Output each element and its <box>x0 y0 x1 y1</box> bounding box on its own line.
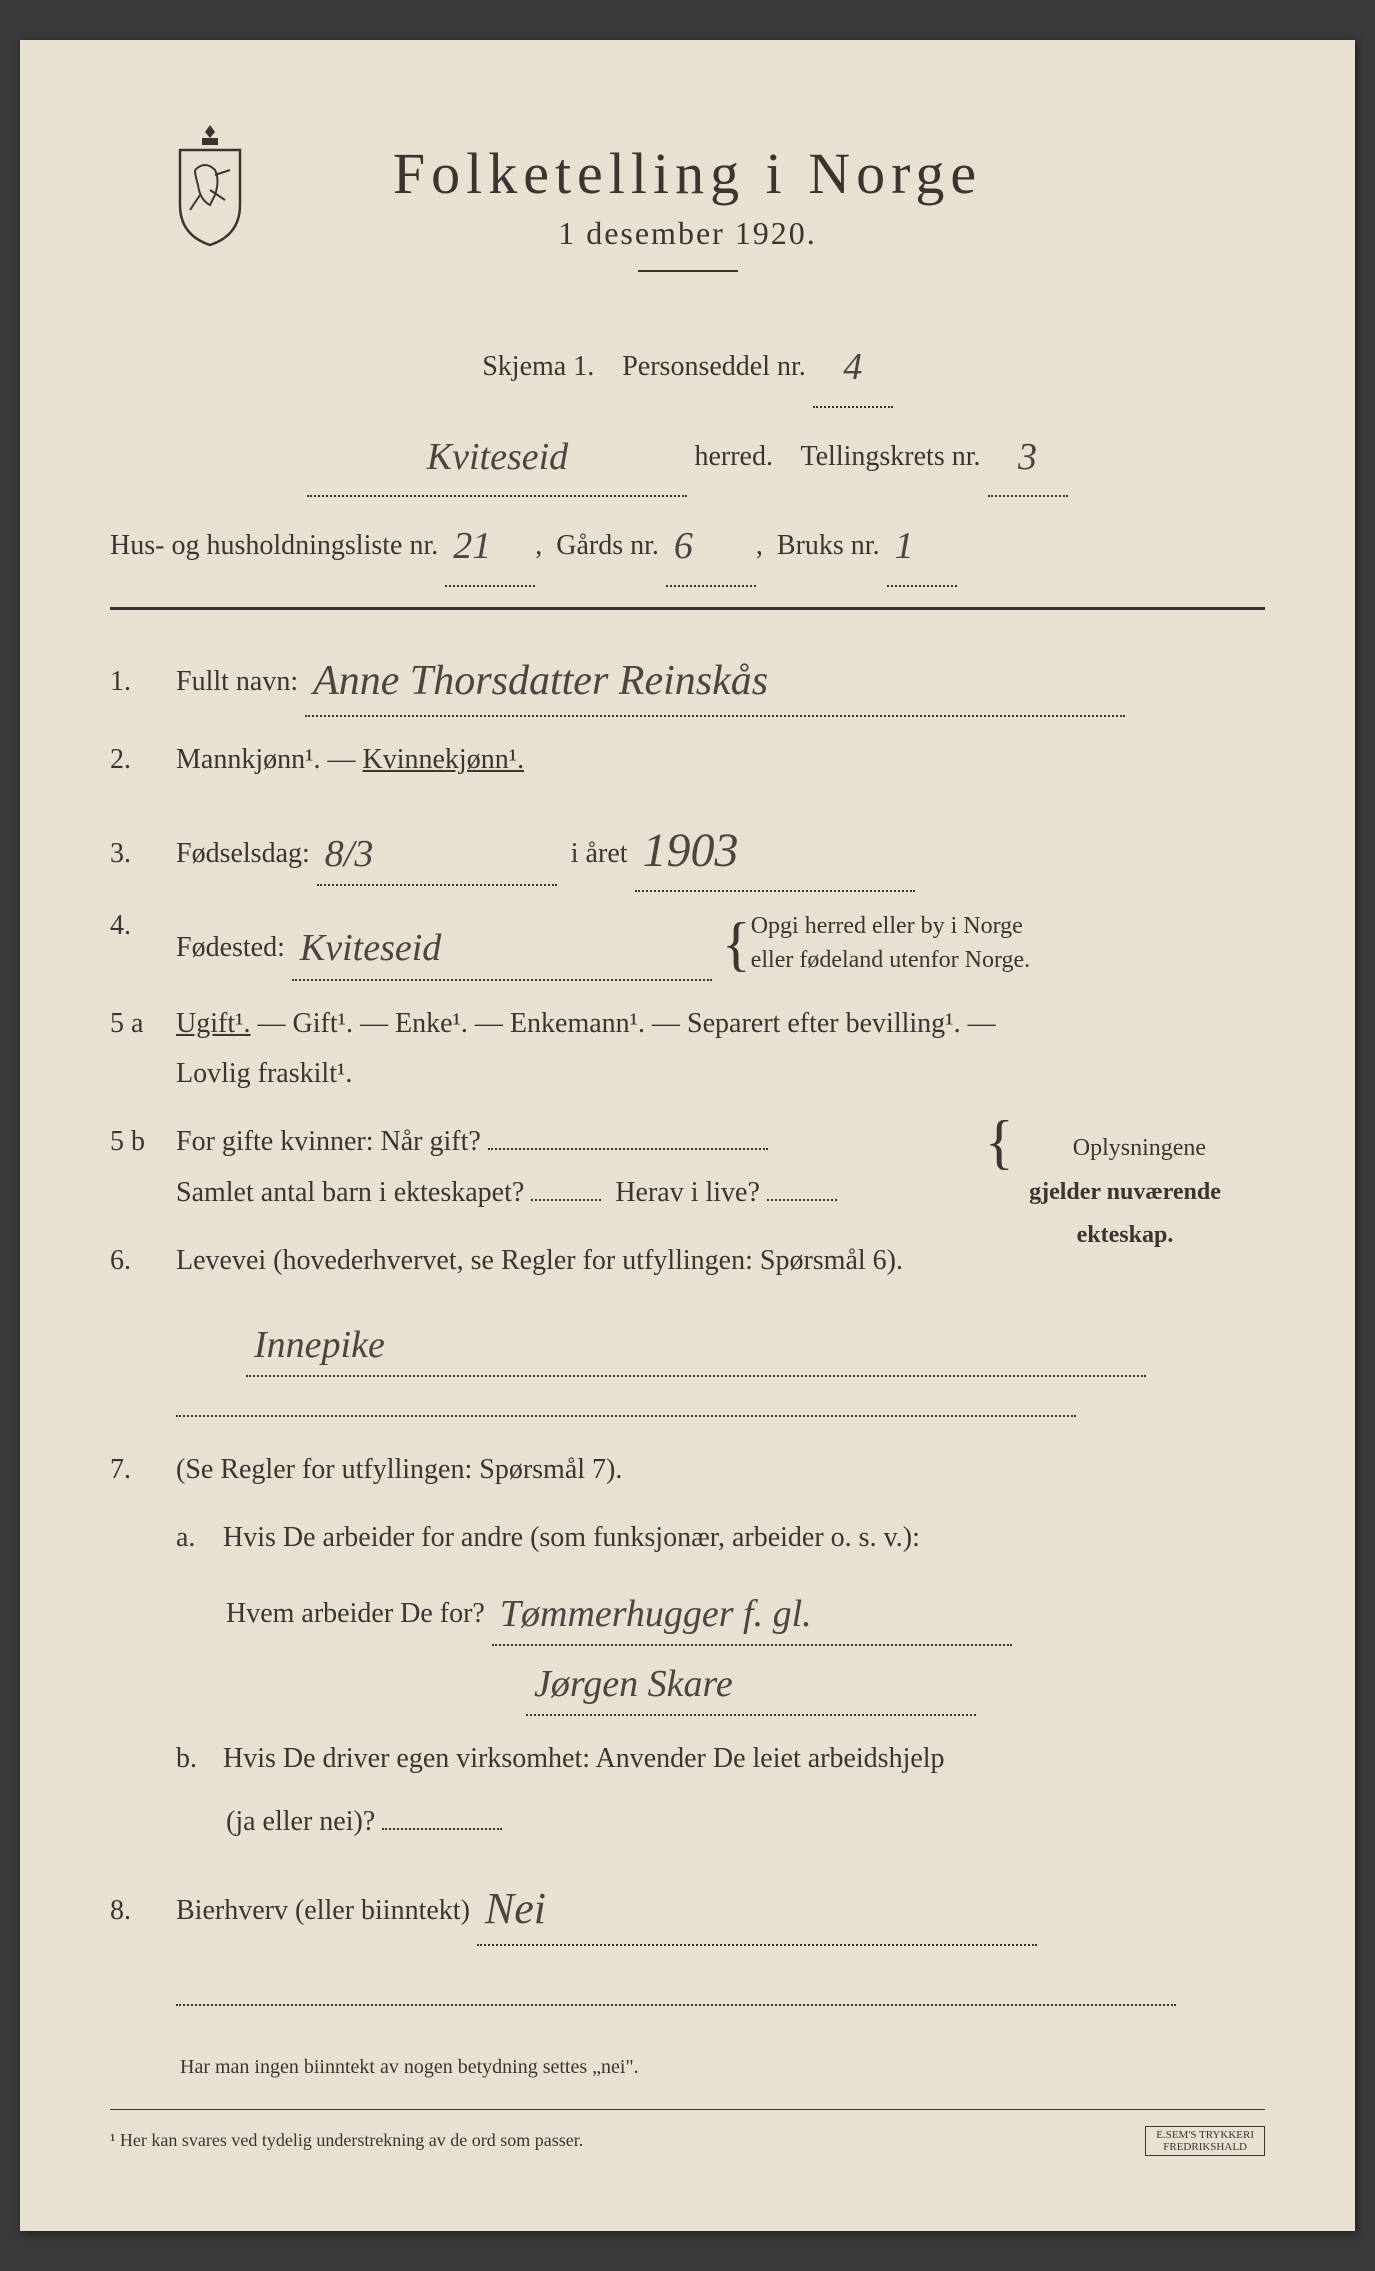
q8-row: 8. Bierhverv (eller biinntekt) Nei <box>110 1865 1265 2016</box>
q5b-note-l1: Oplysningene <box>985 1127 1265 1170</box>
q5b-text: For gifte kvinner: Når gift? <box>176 1126 481 1157</box>
q5a-text2: Lovlig fraskilt¹. <box>176 1049 1265 1099</box>
q5a-ugift: Ugift¹. <box>176 1008 251 1039</box>
herred-value: Kviteseid <box>427 436 568 478</box>
q1-num: 1. <box>110 666 160 698</box>
q4-note: Opgi herred eller by i Norge eller fødel… <box>751 910 1030 977</box>
q5b-note-l2: gjelder nuværende <box>985 1171 1265 1214</box>
q5b-note-l3: ekteskap. <box>985 1214 1265 1257</box>
skjema-label: Skjema 1. <box>482 351 594 382</box>
q5a-text: — Gift¹. — Enke¹. — Enkemann¹. — Separer… <box>258 1008 996 1039</box>
q4-note-l1: Opgi herred eller by i Norge <box>751 910 1030 944</box>
q4-value: Kviteseid <box>300 927 441 969</box>
schema-line-3: Hus- og husholdningsliste nr. 21, Gårds … <box>110 501 1265 587</box>
footer-divider <box>110 2109 1265 2110</box>
q5b-text3: Herav i live? <box>615 1177 760 1208</box>
q6-value: Innepike <box>254 1324 385 1366</box>
bruks-nr: 1 <box>895 525 914 567</box>
q4-label: Fødested: <box>176 932 285 963</box>
section-divider <box>110 607 1265 610</box>
q7-row: 7. (Se Regler for utfyllingen: Spørsmål … <box>110 1445 1265 1847</box>
q5b-num: 5 b <box>110 1126 160 1158</box>
q3-year-label: i året <box>571 838 628 869</box>
q3-day: 8/3 <box>325 833 374 875</box>
q6-row: 6. Levevei (hovederhvervet, se Regler fo… <box>110 1236 1265 1427</box>
q8-num: 8. <box>110 1895 160 1927</box>
q7-label: (Se Regler for utfyllingen: Spørsmål 7). <box>176 1454 622 1485</box>
q1-row: 1. Fullt navn: Anne Thorsdatter Reinskås <box>110 640 1265 718</box>
herred-label: herred. <box>694 441 773 472</box>
page-title: Folketelling i Norge <box>110 140 1265 207</box>
q8-label: Bierhverv (eller biinntekt) <box>176 1895 470 1926</box>
q4-num: 4. <box>110 910 160 942</box>
q5b-row: 5 b For gifte kvinner: Når gift? Samlet … <box>110 1117 1265 1218</box>
coat-of-arms-icon <box>160 120 260 250</box>
q2-num: 2. <box>110 744 160 776</box>
q4-row: 4. Fødested: Kviteseid { Opgi herred ell… <box>110 910 1265 980</box>
personseddel-nr: 4 <box>843 346 862 388</box>
q1-label: Fullt navn: <box>176 666 298 697</box>
q2-text: Mannkjønn¹. — <box>176 744 356 775</box>
stamp-l1: E.SEM'S TRYKKERI <box>1156 2129 1254 2141</box>
tellingskrets-label: Tellingskrets nr. <box>800 441 980 472</box>
q5b-note: { Oplysningene gjelder nuværende ekteska… <box>985 1127 1265 1257</box>
gards-nr: 6 <box>674 525 693 567</box>
page-subtitle: 1 desember 1920. <box>110 215 1265 252</box>
q3-num: 3. <box>110 838 160 870</box>
q2-underlined: Kvinnekjønn¹. <box>363 744 525 775</box>
q7a-text2: Hvem arbeider De for? <box>226 1598 485 1629</box>
q1-value: Anne Thorsdatter Reinskås <box>313 658 768 704</box>
q6-label: Levevei (hovederhvervet, se Regler for u… <box>176 1245 903 1276</box>
q5b-text2: Samlet antal barn i ekteskapet? <box>176 1177 524 1208</box>
q7b-text: Hvis De driver egen virksomhet: Anvender… <box>223 1743 945 1774</box>
census-form-page: Folketelling i Norge 1 desember 1920. Sk… <box>20 40 1355 2231</box>
stamp-l2: FREDRIKSHALD <box>1156 2141 1254 2153</box>
schema-line-2: Kviteseid herred. Tellingskrets nr. 3 <box>110 412 1265 498</box>
brace-icon-2: { <box>985 1127 1014 1157</box>
personseddel-label: Personseddel nr. <box>622 351 806 382</box>
q7a-value-l1: Tømmerhugger f. gl. <box>500 1593 812 1635</box>
q6-num: 6. <box>110 1245 160 1277</box>
q7a-value-l2: Jørgen Skare <box>534 1663 733 1705</box>
q3-row: 3. Fødselsdag: 8/3 i året 1903 <box>110 804 1265 892</box>
printer-stamp: E.SEM'S TRYKKERI FREDRIKSHALD <box>1145 2126 1265 2156</box>
form-header: Folketelling i Norge 1 desember 1920. <box>110 140 1265 272</box>
gards-label: Gårds nr. <box>556 530 659 561</box>
bruks-label: Bruks nr. <box>777 530 880 561</box>
tellingskrets-nr: 3 <box>1018 436 1037 478</box>
title-divider <box>638 270 738 272</box>
q7a-text: Hvis De arbeider for andre (som funksjon… <box>223 1522 920 1553</box>
husliste-label: Hus- og husholdningsliste nr. <box>110 530 438 561</box>
q3-year: 1903 <box>643 824 739 877</box>
husliste-nr: 21 <box>453 525 491 567</box>
q4-note-l2: eller fødeland utenfor Norge. <box>751 944 1030 978</box>
footnote-2: ¹ Her kan svares ved tydelig understrekn… <box>110 2130 1265 2151</box>
q3-label: Fødselsdag: <box>176 838 310 869</box>
brace-icon: { <box>722 929 751 959</box>
q2-row: 2. Mannkjønn¹. — Kvinnekjønn¹. <box>110 735 1265 785</box>
footnote-1: Har man ingen biinntekt av nogen betydni… <box>180 2056 1265 2079</box>
q5a-num: 5 a <box>110 1008 160 1040</box>
q7b-text2: (ja eller nei)? <box>226 1806 375 1837</box>
q7-num: 7. <box>110 1454 160 1486</box>
q5a-row: 5 a Ugift¹. — Gift¹. — Enke¹. — Enkemann… <box>110 999 1265 1100</box>
schema-line-1: Skjema 1. Personseddel nr. 4 <box>110 322 1265 408</box>
q8-value: Nei <box>485 1884 546 1933</box>
